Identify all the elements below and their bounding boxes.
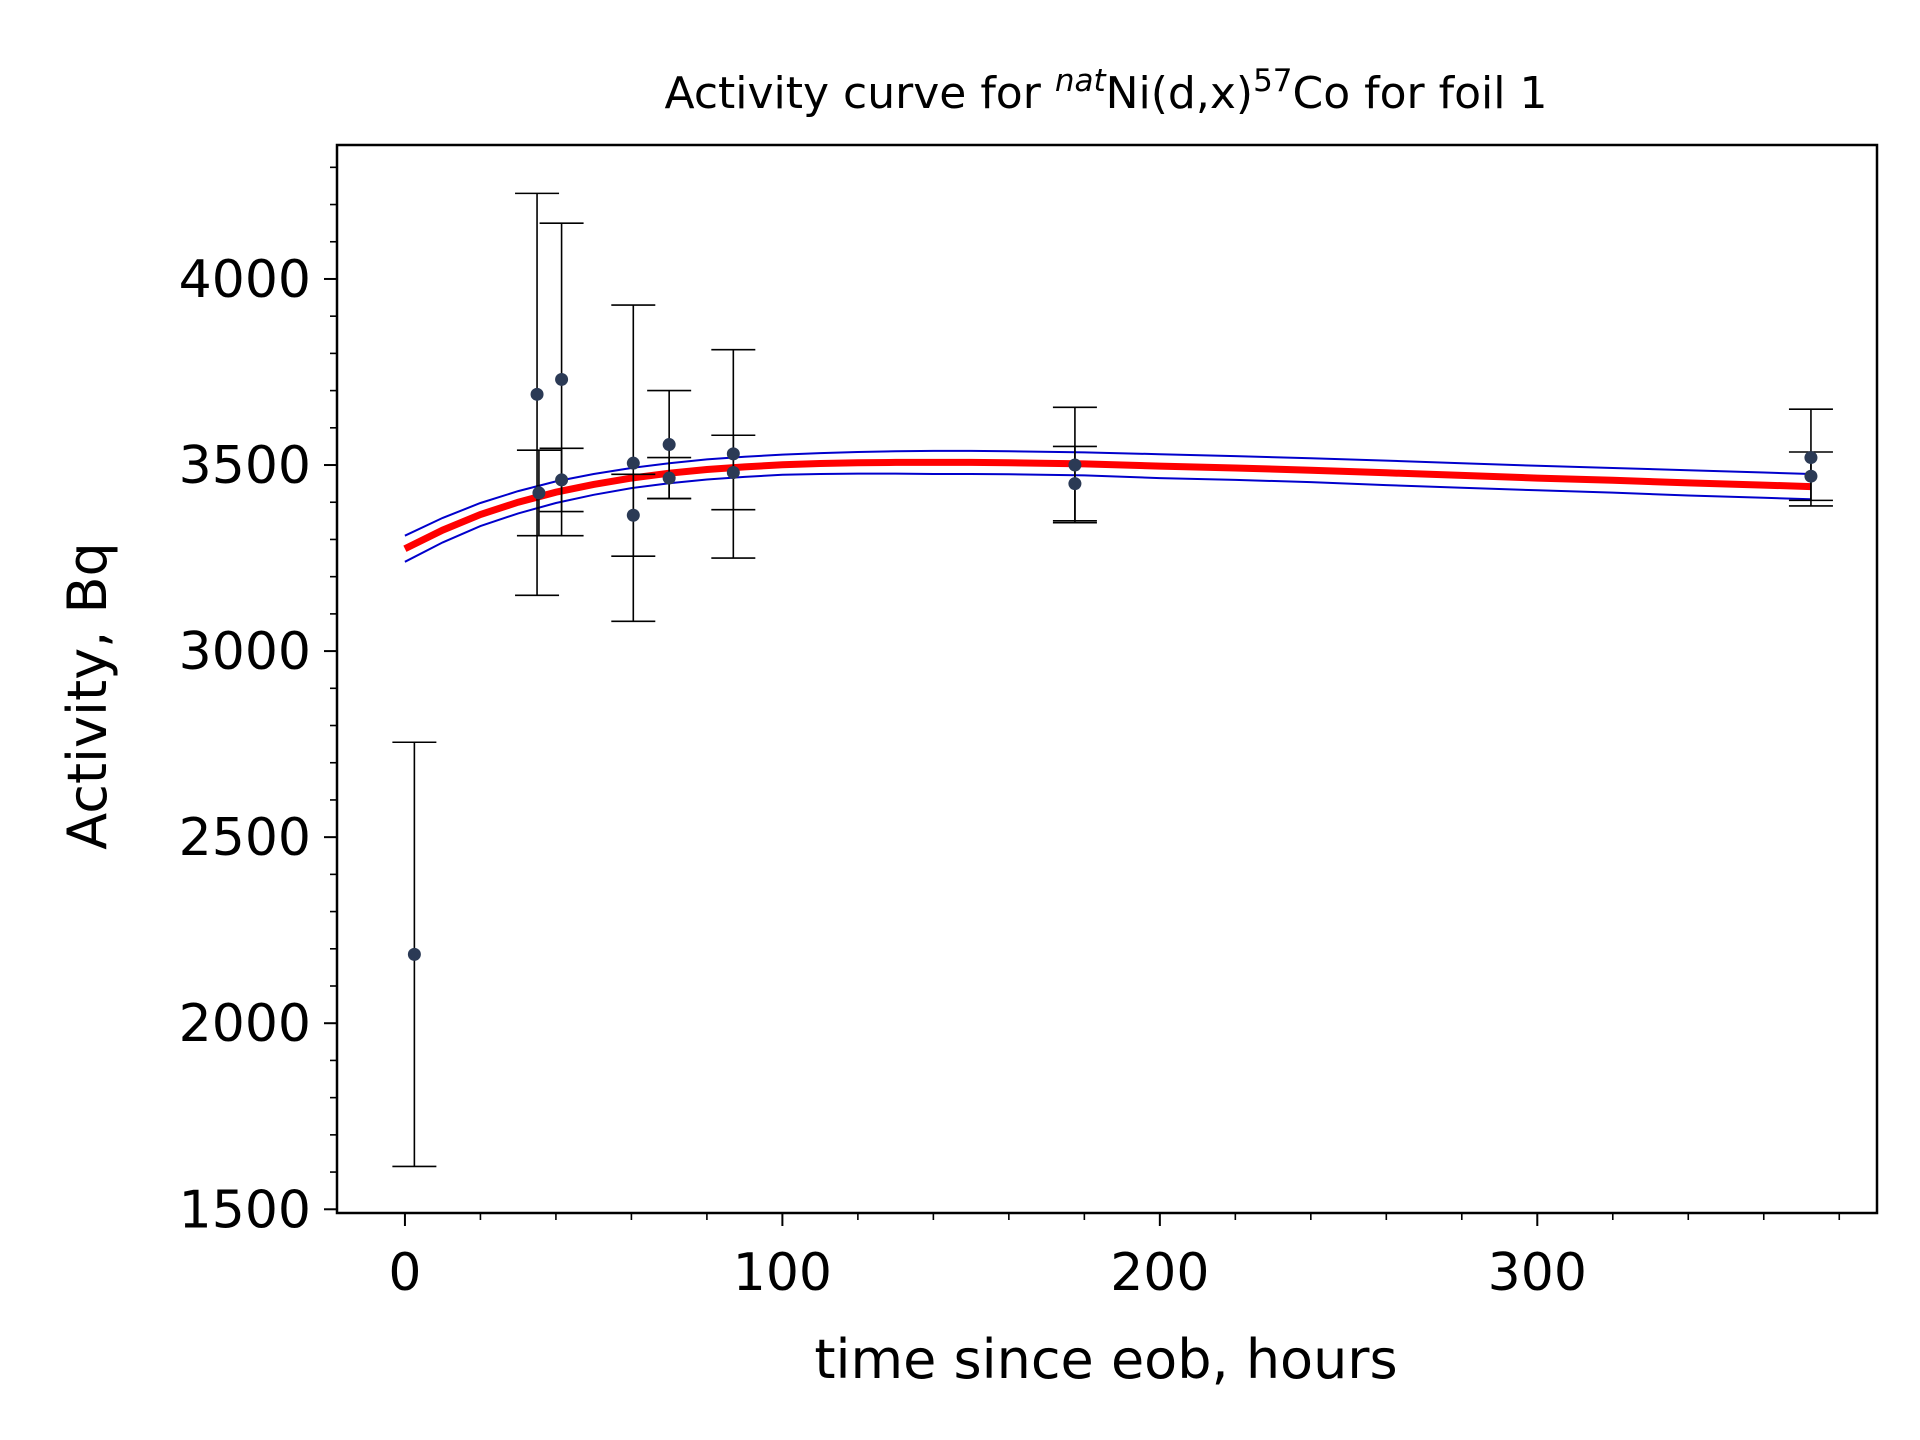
title-superscript-mass: 57 [1253, 63, 1292, 99]
data-point [626, 508, 640, 522]
y-tick-label: 2500 [179, 808, 311, 868]
data-point [1068, 458, 1082, 472]
y-tick-label: 2000 [179, 994, 311, 1054]
plot-frame [335, 143, 1879, 1215]
data-point [555, 372, 569, 386]
data-point [1804, 451, 1818, 465]
data-point [532, 486, 546, 500]
data-point [662, 438, 676, 452]
y-tick-label: 1500 [179, 1180, 311, 1240]
data-point [1068, 477, 1082, 491]
title-superscript-nat: nat [1055, 63, 1108, 99]
y-axis-label: Activity, Bq [56, 542, 119, 850]
fit-curve-line [403, 458, 1812, 552]
x-tick-label: 200 [1110, 1243, 1209, 1303]
x-tick-label: 0 [388, 1243, 421, 1303]
data-point [1804, 469, 1818, 483]
x-tick-label: 300 [1488, 1243, 1587, 1303]
fit-upper-bound-line [404, 449, 1811, 537]
data-point [530, 387, 544, 401]
title-suffix: Co for foil 1 [1293, 68, 1548, 119]
fit-lower-bound-line [404, 472, 1811, 563]
y-tick-label: 4000 [179, 250, 311, 310]
y-tick-label: 3500 [179, 436, 311, 496]
title-prefix: Activity curve for [665, 68, 1055, 119]
data-point [726, 447, 740, 461]
data-point [407, 947, 421, 961]
x-axis-label: time since eob, hours [814, 1328, 1397, 1391]
x-tick-label: 100 [733, 1243, 832, 1303]
plot-area [392, 192, 1833, 1168]
data-point [726, 465, 740, 479]
axes: 1500 2000 2500 3000 3500 4000 0 100 200 300 [179, 143, 1879, 1303]
title-element: Ni(d,x) [1106, 68, 1253, 119]
chart-title: Activity curve for natNi(d,x)57Co for fo… [665, 63, 1548, 119]
y-tick-label: 3000 [179, 622, 311, 682]
data-point [626, 456, 640, 470]
data-point [662, 471, 676, 485]
data-point [555, 473, 569, 487]
